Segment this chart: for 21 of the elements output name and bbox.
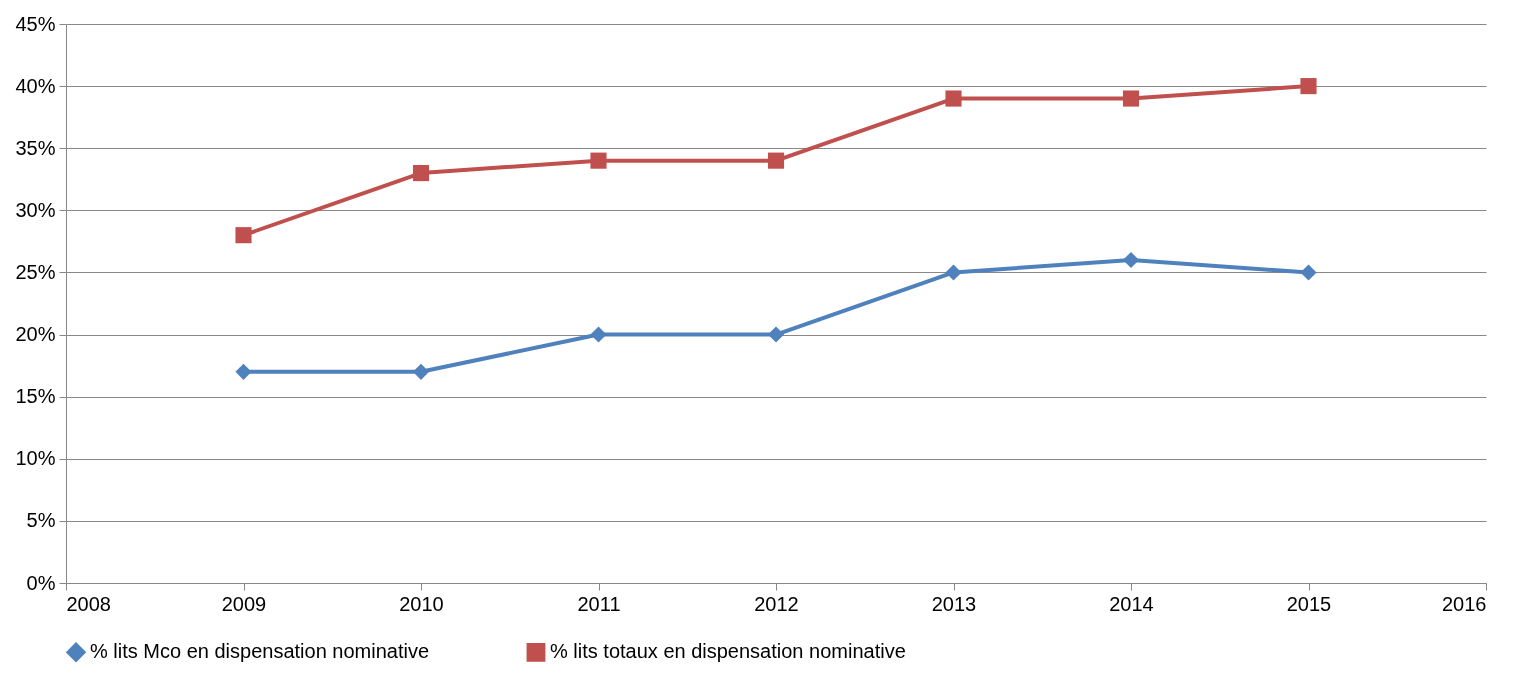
y-tick-label: 35% xyxy=(15,136,56,159)
x-tick-label: 2016 xyxy=(1442,592,1487,615)
y-tick-label: 45% xyxy=(15,12,56,35)
y-tick-label: 5% xyxy=(26,509,56,532)
x-tick-label: 2015 xyxy=(1286,592,1332,615)
y-tick-label: 30% xyxy=(15,198,56,221)
x-tick-label: 2014 xyxy=(1109,592,1154,615)
x-tick-label: 2011 xyxy=(577,592,621,615)
x-tick-label: 2013 xyxy=(931,592,977,615)
x-tick-label: 2008 xyxy=(66,592,111,615)
y-tick-label: 15% xyxy=(15,385,56,408)
legend-label: % lits Mco en dispensation nominative xyxy=(90,640,430,663)
x-tick-label: 2012 xyxy=(754,592,799,615)
x-tick-label: 2009 xyxy=(221,592,267,615)
x-tick-label: 2010 xyxy=(399,592,444,615)
y-tick-label: 25% xyxy=(15,260,56,283)
y-tick-label: 20% xyxy=(15,323,56,346)
y-tick-label: 0% xyxy=(26,571,56,594)
y-tick-label: 10% xyxy=(15,447,56,470)
legend-label: % lits totaux en dispensation nominative xyxy=(550,640,906,663)
y-tick-label: 40% xyxy=(15,74,56,97)
